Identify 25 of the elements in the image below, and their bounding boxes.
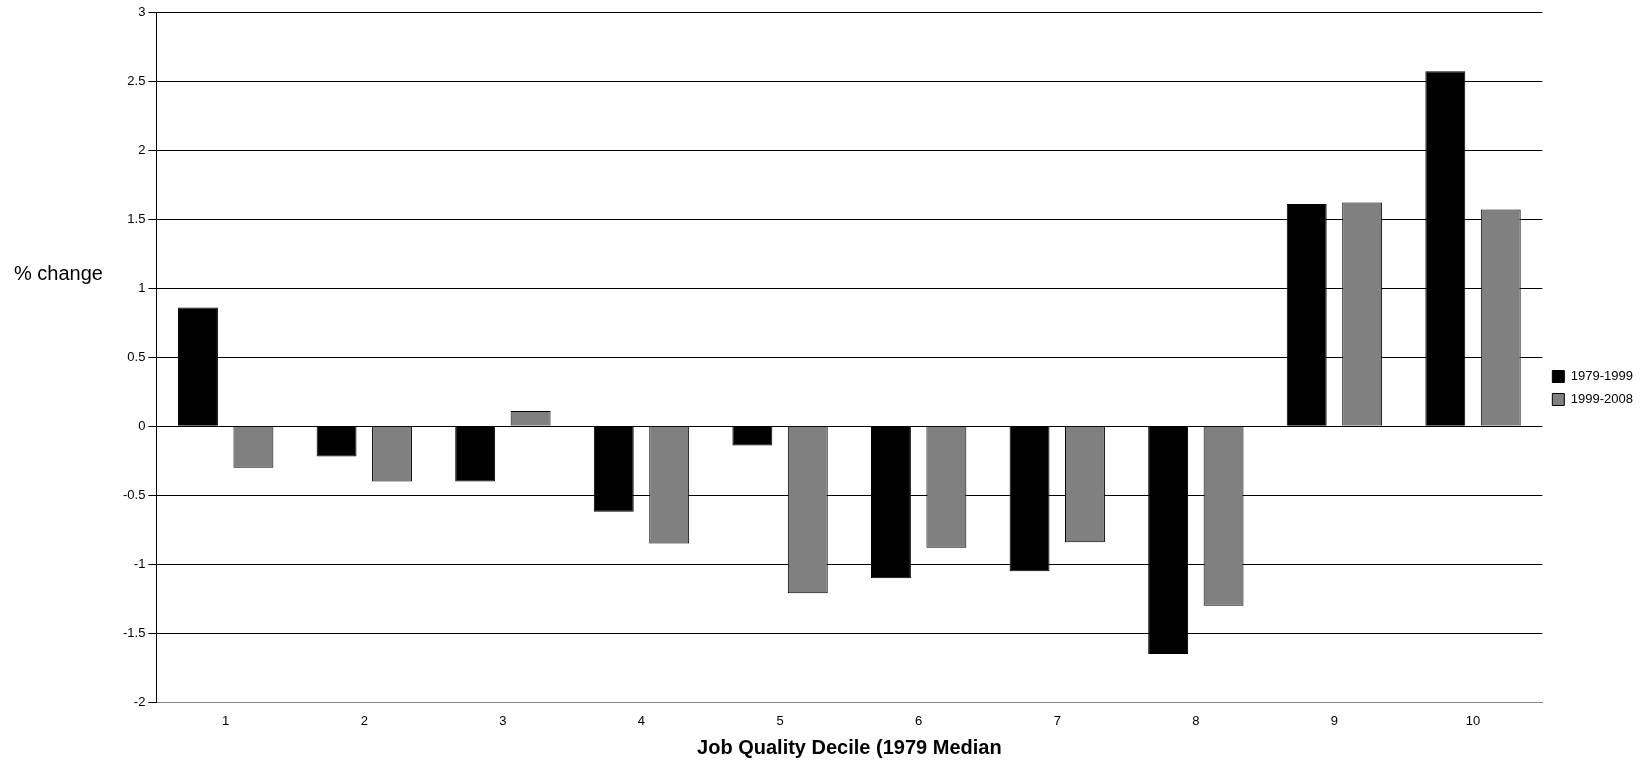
- x-tick-label: 1: [222, 712, 230, 728]
- legend-label: 1999-2008: [1570, 391, 1633, 407]
- x-tick-label: 6: [915, 712, 923, 728]
- y-tick-label: 2: [138, 141, 146, 157]
- x-axis-title: Job Quality Decile (1979 Median: [697, 735, 1002, 758]
- x-tick-label: 2: [360, 712, 368, 728]
- x-tick-label: 8: [1192, 712, 1200, 728]
- y-tick-label: -0.5: [122, 486, 146, 502]
- legend-label: 1979-1999: [1570, 368, 1633, 384]
- y-tick-label: -2: [133, 693, 146, 709]
- y-tick-label: -1: [133, 555, 146, 571]
- x-tick-label: 3: [499, 712, 507, 728]
- y-tick-label: 0.5: [127, 348, 146, 364]
- y-tick-label: 3: [138, 3, 146, 19]
- y-tick-label: 1.5: [127, 210, 146, 226]
- y-axis-title: % change: [14, 262, 103, 285]
- y-tick-label: -1.5: [122, 624, 146, 640]
- x-tick-label: 5: [776, 712, 784, 728]
- x-tick-label: 9: [1330, 712, 1339, 728]
- y-tick-label: 2.5: [127, 72, 146, 88]
- x-tick-label: 10: [1465, 712, 1481, 728]
- x-tick-label: 4: [637, 712, 646, 728]
- y-tick-label: 0: [138, 417, 146, 433]
- y-tick-label: 1: [138, 279, 146, 295]
- x-tick-label: 7: [1053, 712, 1061, 728]
